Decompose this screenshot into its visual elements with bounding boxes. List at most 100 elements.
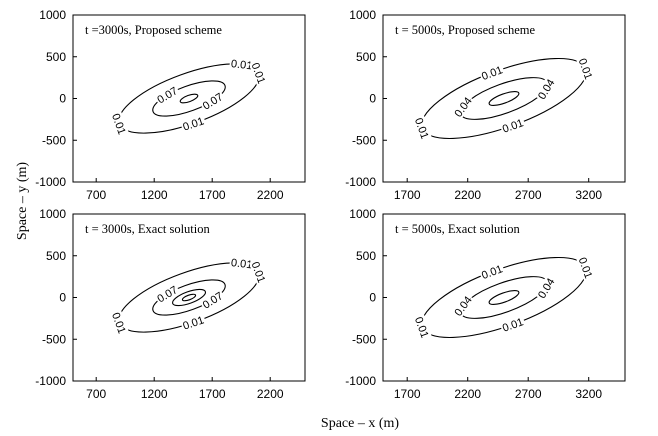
panel-title: t = 5000s, Exact solution: [395, 222, 520, 236]
y-tick-label: 0: [59, 291, 66, 305]
y-tick-label: -500: [42, 133, 66, 147]
y-tick-label: -1000: [345, 175, 376, 189]
plot-frame: [72, 213, 306, 382]
x-tick-label: 2200: [454, 188, 481, 202]
x-axis-label: Space – x (m): [321, 416, 399, 431]
contour-label-gap: [412, 313, 432, 341]
contour-label-gap: [499, 314, 527, 335]
contour-label-gap: [450, 93, 475, 121]
contour-label: 0.01: [230, 58, 253, 72]
contour-label-gap: [153, 282, 181, 306]
contour-label: 0.01: [249, 260, 268, 284]
y-tick-label: 1000: [39, 8, 66, 22]
contour-label: 0.01: [576, 57, 595, 81]
x-tick-label: 700: [86, 387, 106, 401]
contour-line: [421, 256, 587, 339]
x-tick-label: 2200: [454, 387, 481, 401]
y-tick-label: -1000: [345, 374, 376, 388]
y-tick-label: 1000: [349, 207, 376, 221]
panel-title: t = 3000s, Exact solution: [85, 222, 210, 236]
contour-label-gap: [450, 292, 475, 320]
contour-label-gap: [576, 55, 596, 83]
contour-label: 0.01: [412, 116, 431, 140]
y-tick-label: 0: [369, 291, 376, 305]
plot-frame: [382, 213, 626, 382]
plot-frame: [382, 14, 626, 183]
contour-line: [488, 91, 520, 106]
x-tick-label: 1700: [199, 387, 226, 401]
contour-label-gap: [478, 261, 506, 282]
y-tick-label: 500: [356, 249, 376, 263]
contour-label: 0.01: [249, 61, 268, 85]
x-tick-label: 3200: [575, 188, 602, 202]
x-tick-label: 700: [86, 188, 106, 202]
y-tick-label: -500: [352, 332, 376, 346]
y-tick-label: 500: [46, 50, 66, 64]
x-tick-label: 2200: [257, 188, 284, 202]
contour-label: 0.01: [230, 257, 253, 271]
contour-label-gap: [249, 59, 269, 87]
panel-2: 1000 500 0 -500 -1000 1700 2200 2700 3200 t = 500…: [345, 8, 626, 202]
contour-label: 0.01: [412, 315, 431, 339]
contour-label: 0.01: [576, 256, 595, 280]
panel-1: 1000 500 0 -500 -1000 700 1200 1700 2200 t =3000s…: [35, 8, 306, 202]
contour-label: 0.01: [480, 64, 504, 83]
contour-label-gap: [249, 258, 269, 286]
contour-label-gap: [153, 83, 181, 107]
y-tick-label: 1000: [39, 207, 66, 221]
contour-label-gap: [534, 75, 558, 103]
x-tick-label: 2200: [257, 387, 284, 401]
contour-line: [181, 293, 197, 302]
contour-line: [152, 279, 226, 316]
y-axis-label: Space – y (m): [15, 162, 30, 240]
contour-label-gap: [179, 114, 207, 134]
x-tick-label: 1700: [394, 387, 421, 401]
contour-label-gap: [199, 288, 226, 312]
contour-label-gap: [109, 309, 129, 337]
contour-label-gap: [179, 313, 207, 333]
x-tick-label: 3200: [575, 387, 602, 401]
contour-label: 0.01: [501, 316, 525, 335]
contour-label: 0.01: [181, 314, 205, 332]
y-tick-label: 500: [356, 50, 376, 64]
y-tick-label: -1000: [35, 374, 66, 388]
x-tick-label: 2700: [515, 188, 542, 202]
panel-title: t =3000s, Proposed scheme: [85, 23, 222, 37]
x-tick-label: 1200: [141, 188, 168, 202]
contour-label-gap: [199, 89, 226, 113]
contour-label: 0.01: [480, 263, 504, 282]
x-tick-label: 1700: [199, 188, 226, 202]
contour-label-gap: [412, 114, 432, 142]
y-tick-label: 1000: [349, 8, 376, 22]
contour-label: 0.01: [109, 311, 128, 335]
x-tick-label: 1200: [141, 387, 168, 401]
x-tick-label: 2700: [515, 387, 542, 401]
plot-frame: [72, 14, 306, 183]
contour-label-gap: [534, 274, 558, 302]
contour-line: [171, 288, 207, 307]
contour-label: 0.01: [501, 117, 525, 136]
contour-line: [421, 57, 587, 140]
x-tick-label: 1700: [394, 188, 421, 202]
contour-label: 0.01: [181, 115, 205, 133]
contour-label-gap: [478, 62, 506, 83]
contour-label-gap: [229, 255, 255, 271]
contour-label-gap: [499, 115, 527, 136]
contour-label-gap: [109, 110, 129, 138]
y-tick-label: -500: [42, 332, 66, 346]
y-tick-label: 500: [46, 249, 66, 263]
contour-label-gap: [229, 56, 255, 72]
contour-line: [179, 93, 199, 104]
y-tick-label: 0: [59, 92, 66, 106]
contour-line: [152, 80, 226, 117]
contour-label: 0.01: [109, 112, 128, 136]
panel-title: t = 5000s, Proposed scheme: [395, 23, 535, 37]
y-tick-label: -1000: [35, 175, 66, 189]
contour-label-gap: [576, 254, 596, 282]
panel-4: 1000 500 0 -500 -1000 1700 2200 2700 3200 t = 500…: [345, 207, 626, 401]
y-tick-label: -500: [352, 133, 376, 147]
y-tick-label: 0: [369, 92, 376, 106]
contour-line: [488, 290, 520, 305]
panel-3: 1000 500 0 -500 -1000 700 1200 1700 2200 t = 3000…: [35, 207, 306, 401]
